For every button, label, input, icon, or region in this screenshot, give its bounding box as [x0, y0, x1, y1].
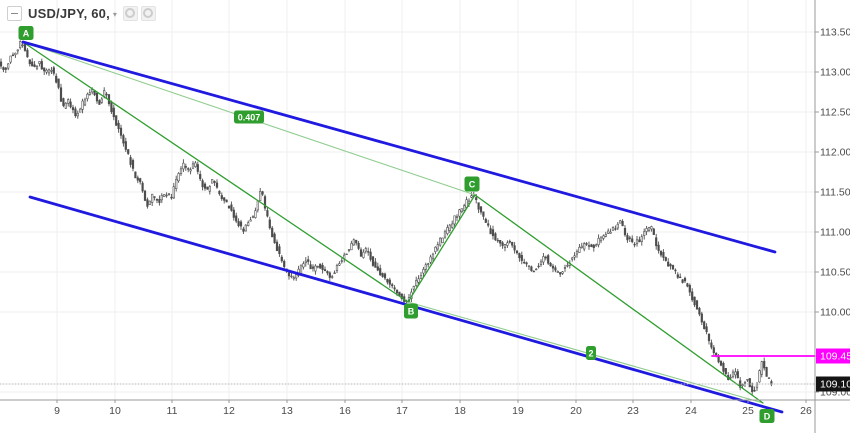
- candles: [0, 40, 773, 396]
- x-axis-tick-label: 13: [281, 405, 293, 417]
- legend-toggle-icon-2[interactable]: [140, 5, 156, 21]
- y-axis-tick-label: 110.00: [820, 307, 850, 319]
- x-axis-tick-label: 23: [627, 405, 639, 417]
- circle-icon: [125, 8, 136, 18]
- circle-icon: [143, 8, 154, 18]
- gridlines: [0, 0, 815, 400]
- pattern-line-bd[interactable]: [407, 301, 764, 404]
- x-axis-tick-label: 18: [454, 405, 466, 417]
- symbol-title[interactable]: USD/JPY, 60,: [28, 5, 110, 21]
- y-axis-tick-label: 110.50: [820, 267, 850, 279]
- x-axis-tick-label: 9: [54, 405, 60, 417]
- chart-legend: USD/JPY, 60, ▾: [7, 5, 156, 21]
- legend-toggle-icon-1[interactable]: [122, 5, 138, 21]
- svg-text:D: D: [764, 411, 771, 421]
- channel-line-upper[interactable]: [21, 40, 777, 254]
- alert-price-label[interactable]: 109.45: [816, 348, 850, 364]
- pattern-line-ab[interactable]: [22, 41, 409, 303]
- point-badge-b[interactable]: B: [404, 303, 418, 319]
- y-axis-tick-label: 113.50: [820, 27, 850, 39]
- collapse-legend-icon[interactable]: [7, 5, 22, 21]
- y-axis-tick-label: 111.50: [820, 187, 850, 199]
- x-axis-tick-label: 20: [570, 405, 582, 417]
- x-axis-tick-label: 19: [512, 405, 524, 417]
- y-axis-tick-label: 111.00: [820, 227, 850, 239]
- last-price-label: 109.10: [816, 376, 850, 392]
- ratio-badge[interactable]: 0.407: [234, 110, 264, 124]
- x-axis-tick-label: 25: [742, 405, 754, 417]
- pattern-line-cd[interactable]: [474, 194, 764, 404]
- point-badge-a[interactable]: A: [18, 26, 34, 40]
- svg-text:109.10: 109.10: [820, 379, 850, 391]
- point-badge-c[interactable]: C: [464, 176, 480, 192]
- x-axis-tick-label: 17: [396, 405, 408, 417]
- svg-text:A: A: [23, 28, 30, 38]
- x-axis-tick-label: 11: [167, 405, 178, 417]
- svg-text:B: B: [408, 306, 415, 316]
- x-axis-tick-label: 16: [339, 405, 351, 417]
- svg-text:109.45: 109.45: [820, 351, 850, 363]
- point-badge-d[interactable]: D: [759, 409, 775, 423]
- svg-text:0.407: 0.407: [238, 112, 261, 122]
- chevron-down-icon[interactable]: ▾: [112, 9, 117, 19]
- y-axis-tick-label: 113.00: [820, 67, 850, 79]
- x-axis-tick-label: 24: [685, 405, 697, 417]
- x-axis-tick-label: 10: [109, 405, 121, 417]
- label-badge-2[interactable]: 2: [586, 346, 596, 360]
- x-axis-tick-label: 26: [800, 405, 812, 417]
- svg-text:C: C: [469, 179, 476, 189]
- svg-text:2: 2: [588, 348, 593, 358]
- x-axis-tick-label: 12: [223, 405, 235, 417]
- pattern-line-bc[interactable]: [407, 194, 476, 303]
- y-axis-tick-label: 112.50: [820, 107, 850, 119]
- y-axis-tick-label: 112.00: [820, 147, 850, 159]
